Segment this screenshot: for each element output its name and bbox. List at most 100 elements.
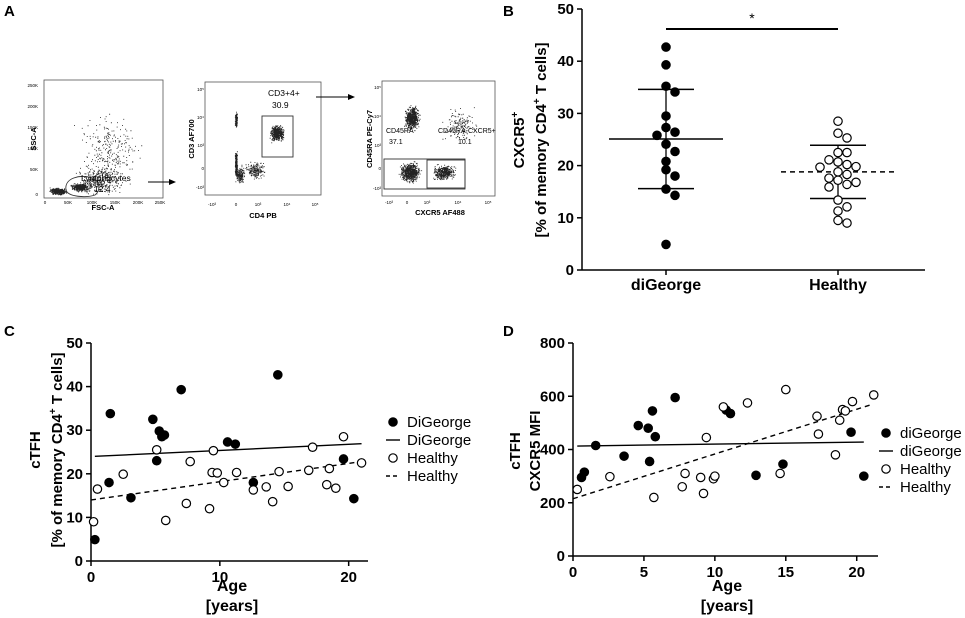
data-point xyxy=(833,206,843,216)
data-point xyxy=(775,468,785,479)
data-point xyxy=(303,465,314,476)
flow-plot-2-xtick: -10³ xyxy=(208,202,217,207)
y-tick-label: 200 xyxy=(540,495,565,512)
data-point xyxy=(842,179,852,190)
legend-marker xyxy=(881,464,891,474)
data-point xyxy=(851,161,861,172)
y-tick-label: 30 xyxy=(557,105,574,122)
data-point xyxy=(842,218,852,228)
data-point xyxy=(840,406,851,416)
flow-plot-1-ytick: 50K xyxy=(30,167,38,172)
data-point xyxy=(661,164,671,175)
data-point xyxy=(208,445,219,456)
data-point xyxy=(605,471,615,482)
data-point xyxy=(92,484,103,494)
data-point xyxy=(833,215,843,226)
chart-d-xlabel-line1: Age xyxy=(712,578,742,595)
data-point xyxy=(670,127,680,137)
flow-plot-1-xtick: 150K xyxy=(110,200,121,205)
chart-d-axes: 0 200 400 600 800 0 5 10 15 20 xyxy=(540,335,878,581)
data-point xyxy=(725,408,736,419)
regression-line xyxy=(577,441,864,447)
cxcr5-gate-value: 10.1 xyxy=(458,139,472,146)
flow-plot-3-ylabel: CD45RA PE-Cy7 xyxy=(365,110,374,168)
chart-b-marks: * xyxy=(609,10,895,250)
flow-plot-2-ytick: 10⁴ xyxy=(197,115,204,120)
flow-plot-3-xtick: -10³ xyxy=(385,200,394,205)
data-point xyxy=(148,414,158,425)
data-point xyxy=(833,175,843,186)
data-point xyxy=(842,202,852,212)
data-point xyxy=(833,167,843,177)
chart-c-xlabel-line1: Age xyxy=(217,578,247,595)
data-point xyxy=(661,60,671,70)
flow-plot-2-xtick: 0 xyxy=(235,202,238,207)
data-point xyxy=(661,156,671,167)
flow-plot-3-xtick: 10⁴ xyxy=(455,200,462,205)
legend-label: Healthy xyxy=(407,468,458,485)
data-point xyxy=(751,470,761,481)
y-tick-label: 50 xyxy=(557,1,574,18)
data-point xyxy=(204,503,215,514)
event-cloud xyxy=(235,164,247,184)
data-point xyxy=(661,239,671,250)
flow-plot-1-ylabel: SSC-A xyxy=(29,127,38,151)
data-point xyxy=(650,431,661,442)
cd3-cd4-gate-value: 30.9 xyxy=(272,100,289,110)
legend-label: Healthy xyxy=(900,479,951,496)
lymphocyte-gate-value: 12.4 xyxy=(94,184,111,194)
y-tick-label: 20 xyxy=(557,158,574,175)
flow-plot-3-ytick: 0 xyxy=(378,166,381,171)
data-point xyxy=(670,87,680,97)
y-tick-label: 10 xyxy=(557,210,574,227)
lymphocyte-gate xyxy=(65,176,100,198)
flow-plot-3: CD45RA- 37.1 CD45RA-CXCR5+ 10.1 CD45RA P… xyxy=(365,80,496,217)
x-tick-label: 15 xyxy=(777,564,794,581)
flow-plot-2-ytick: 10⁵ xyxy=(197,87,204,92)
event-cloud xyxy=(49,187,68,196)
panel-label-a: A xyxy=(4,3,15,20)
regression-line xyxy=(572,404,872,500)
flow-plot-2-xtick: 10³ xyxy=(255,202,262,207)
data-point xyxy=(842,169,852,180)
data-point xyxy=(151,455,162,466)
data-point xyxy=(644,456,655,467)
y-tick-label: 40 xyxy=(66,379,83,396)
flow-plot-1-events xyxy=(49,113,143,196)
event-cloud xyxy=(442,107,478,140)
data-point xyxy=(833,195,843,205)
data-point xyxy=(742,398,753,408)
data-point xyxy=(661,139,671,149)
legend-label: DiGeorge xyxy=(407,414,471,431)
data-point xyxy=(572,484,583,495)
legend-marker xyxy=(881,428,891,438)
y-tick-label: 10 xyxy=(66,509,83,526)
data-point xyxy=(212,468,223,478)
data-point xyxy=(661,184,671,194)
data-point xyxy=(661,111,671,121)
chart-c-ylabel-line1: cTFH xyxy=(27,431,44,469)
data-point xyxy=(847,396,858,407)
data-point xyxy=(868,390,879,400)
data-point xyxy=(780,384,791,395)
data-point xyxy=(859,471,869,481)
significance-star: * xyxy=(749,10,755,26)
data-point xyxy=(118,469,129,480)
x-tick-label: 5 xyxy=(640,564,648,581)
data-point xyxy=(159,430,170,440)
data-point xyxy=(633,420,644,431)
chart-b: 0 10 20 30 40 50 diGeorge Healthy * CXCR5+ [% o… xyxy=(510,1,925,294)
flow-plot-3-xlabel: CXCR5 AF488 xyxy=(415,208,465,217)
x-tick-label: 20 xyxy=(340,569,357,586)
data-point xyxy=(661,42,671,52)
data-point xyxy=(701,432,712,443)
y-tick-label: 0 xyxy=(566,262,574,279)
flow-plot-2-xtick: 10⁴ xyxy=(284,202,291,207)
y-tick-label: 40 xyxy=(557,53,574,70)
data-point xyxy=(680,468,690,479)
data-point xyxy=(695,472,706,483)
data-point xyxy=(833,147,843,158)
